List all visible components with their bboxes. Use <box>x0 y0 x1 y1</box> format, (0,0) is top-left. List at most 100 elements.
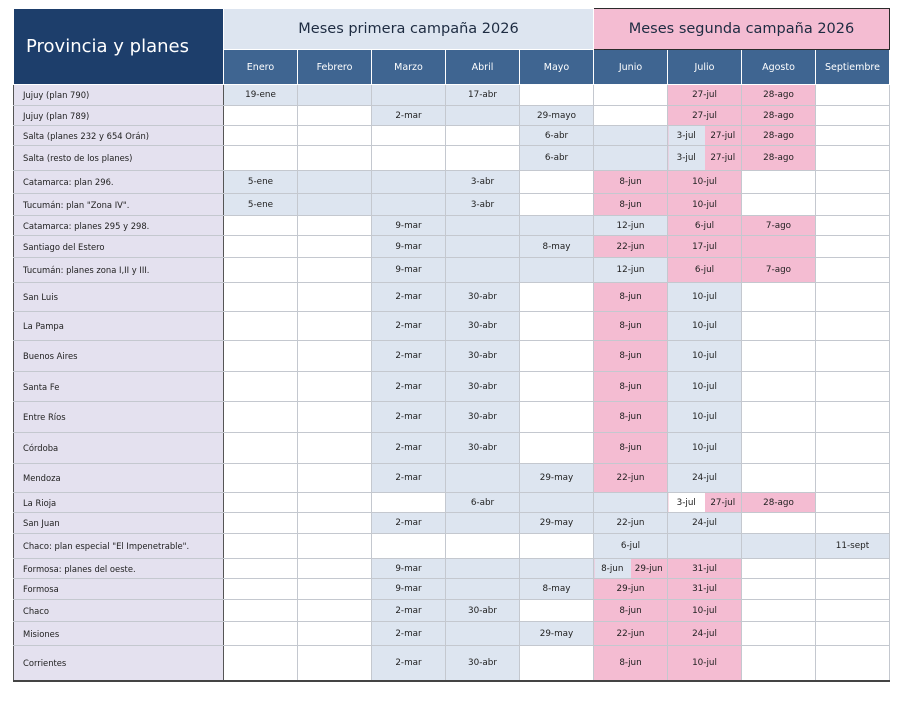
date-cell <box>445 463 520 493</box>
date-cell <box>297 145 372 171</box>
date-cell: 3-jul 27-jul <box>667 145 742 171</box>
date-cell <box>815 463 890 493</box>
date-cell <box>297 193 372 216</box>
province-name: Jujuy (plan 790) <box>13 84 224 106</box>
date-cell <box>223 621 298 646</box>
date-cell: 30-abr <box>445 599 520 622</box>
date-cell: 12-jun <box>593 215 668 236</box>
date-cell <box>223 125 298 146</box>
table-row: Chaco: plan especial "El Impenetrable". 6… <box>13 533 890 559</box>
date-cell <box>741 340 816 372</box>
date-cell <box>815 170 890 194</box>
province-name: Salta (planes 232 y 654 Orán) <box>13 125 224 146</box>
date-cell <box>297 257 372 283</box>
table-row: Córdoba 2-mar 30-abr 8-jun 10-jul <box>13 432 890 464</box>
date-cell <box>593 125 668 146</box>
province-name: Chaco: plan especial "El Impenetrable". <box>13 533 224 559</box>
date-cell <box>223 311 298 341</box>
date-cell <box>593 105 668 126</box>
date-cell <box>519 371 594 402</box>
date-cell: 8-jun 29-jun <box>593 558 668 579</box>
date-cell: 10-jul <box>667 401 742 433</box>
date-cell: 29-may <box>519 621 594 646</box>
date-cell: 30-abr <box>445 371 520 402</box>
date-cell: 24-jul <box>667 463 742 493</box>
campaign-table-wrapper: Provincia y planes Meses primera campaña… <box>13 8 890 682</box>
date-cell <box>519 84 594 106</box>
date-cell: 6-jul <box>667 257 742 283</box>
date-cell <box>667 533 742 559</box>
date-cell: 29-may <box>519 512 594 534</box>
date-cell <box>445 578 520 600</box>
date-cell: 27-jul <box>667 105 742 126</box>
date-cell <box>297 125 372 146</box>
date-cell <box>445 533 520 559</box>
date-cell <box>223 282 298 312</box>
date-cell <box>223 578 298 600</box>
date-cell <box>297 340 372 372</box>
table-row: Entre Ríos 2-mar 30-abr 8-jun 10-jul <box>13 401 890 433</box>
date-cell: 8-jun <box>593 371 668 402</box>
date-cell: 9-mar <box>371 558 446 579</box>
date-cell: 5-ene <box>223 193 298 216</box>
date-cell <box>223 492 298 513</box>
table-row: Tucumán: planes zona I,II y III. 9-mar 12-… <box>13 257 890 283</box>
date-cell <box>445 215 520 236</box>
date-cell: 30-abr <box>445 311 520 341</box>
date-cell: 9-mar <box>371 235 446 258</box>
date-cell <box>371 84 446 106</box>
date-cell: 7-ago <box>741 215 816 236</box>
date-cell <box>297 432 372 464</box>
date-cell: 22-jun <box>593 235 668 258</box>
date-cell <box>445 145 520 171</box>
date-cell <box>297 512 372 534</box>
date-cell: 31-jul <box>667 558 742 579</box>
province-name: Catamarca: plan 296. <box>13 170 224 194</box>
date-cell <box>741 463 816 493</box>
date-cell: 8-jun <box>593 432 668 464</box>
table-row: Formosa: planes del oeste. 9-mar 8-jun 29-j… <box>13 558 890 579</box>
date-cell: 29-jun <box>593 578 668 600</box>
date-cell <box>297 282 372 312</box>
date-cell <box>593 145 668 171</box>
province-name: Buenos Aires <box>13 340 224 372</box>
table-row: Santa Fe 2-mar 30-abr 8-jun 10-jul <box>13 371 890 402</box>
date-cell: 6-abr <box>445 492 520 513</box>
date-cell <box>223 235 298 258</box>
date-cell <box>741 193 816 216</box>
date-cell <box>519 533 594 559</box>
date-cell: 8-may <box>519 578 594 600</box>
date-cell <box>815 84 890 106</box>
date-cell <box>741 645 816 682</box>
campaign-table: Provincia y planes Meses primera campaña… <box>13 8 890 682</box>
date-cell <box>815 401 890 433</box>
date-cell: 8-jun <box>593 311 668 341</box>
date-cell <box>297 235 372 258</box>
date-cell <box>223 463 298 493</box>
date-cell: 3-jul 27-jul <box>667 492 742 513</box>
date-cell <box>519 170 594 194</box>
date-cell <box>519 645 594 682</box>
date-cell: 10-jul <box>667 193 742 216</box>
table-row: Mendoza 2-mar 29-may 22-jun 24-jul <box>13 463 890 493</box>
province-name: La Pampa <box>13 311 224 341</box>
month-header: Agosto <box>741 49 816 85</box>
table-row: Corrientes 2-mar 30-abr 8-jun 10-jul <box>13 645 890 682</box>
date-cell: 30-abr <box>445 432 520 464</box>
month-header: Mayo <box>519 49 594 85</box>
province-name: Misiones <box>13 621 224 646</box>
date-cell <box>815 145 890 171</box>
month-header: Marzo <box>371 49 446 85</box>
date-cell <box>297 492 372 513</box>
date-cell: 10-jul <box>667 170 742 194</box>
date-cell: 8-jun <box>593 401 668 433</box>
date-cell: 28-ago <box>741 105 816 126</box>
date-cell: 3-abr <box>445 170 520 194</box>
date-cell: 3-abr <box>445 193 520 216</box>
date-cell <box>741 170 816 194</box>
date-cell: 28-ago <box>741 125 816 146</box>
date-cell <box>297 578 372 600</box>
province-name: Corrientes <box>13 645 224 682</box>
date-cell <box>741 578 816 600</box>
date-cell <box>741 432 816 464</box>
